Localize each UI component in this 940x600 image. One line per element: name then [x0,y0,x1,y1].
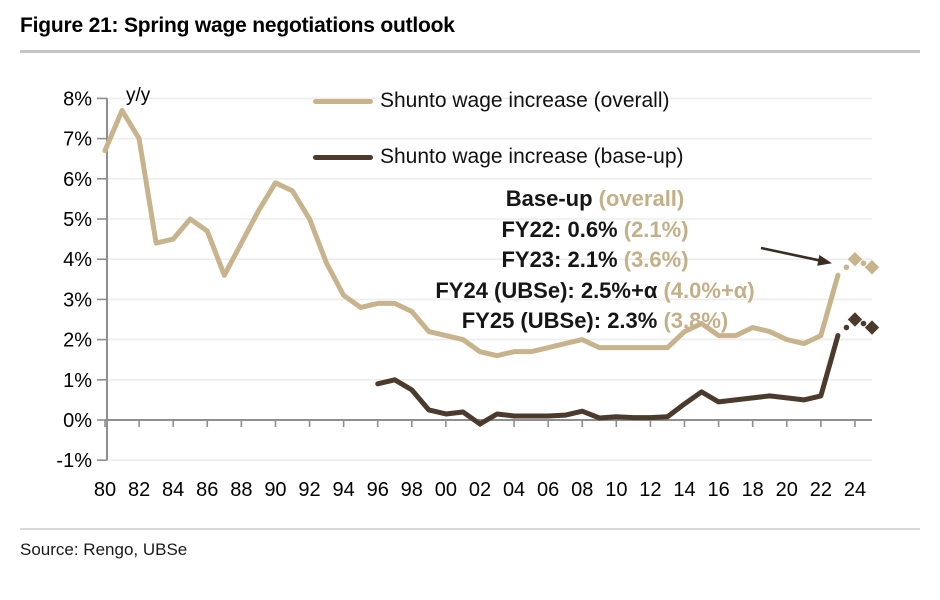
legend-label-baseup: Shunto wage increase (base-up) [380,145,684,168]
annotation-arrow-head [817,255,832,266]
x-tick-label-10: 10 [605,479,627,501]
estimate-diamond-overall-2025 [864,260,880,275]
estimate-diamond-baseup-2025 [864,320,880,335]
x-tick-label-18: 18 [742,479,764,501]
estimate-dot-baseup [843,324,850,331]
series-line-baseup [375,333,841,427]
x-tick-label-02: 02 [469,479,491,501]
annotation-line-fy22: FY22: 0.6% (2.1%) [501,216,689,242]
annotation-line-header: Base-up (overall) [505,186,685,211]
y-tick-label-4%: 4% [63,249,92,271]
y-tick-label-8%: 8% [63,88,92,110]
legend-item-overall: Shunto wage increase (overall) [313,89,670,113]
title-divider [20,50,920,53]
x-tick-label-80: 80 [94,479,116,501]
x-tick-label-00: 00 [435,479,457,501]
source-note: Source: Rengo, UBSe [20,540,188,559]
y-axis-unit-label: y/y [126,85,151,106]
x-tick-label-96: 96 [367,479,389,501]
x-tick-label-84: 84 [162,479,184,501]
x-tick-label-04: 04 [503,479,525,501]
estimate-dot-overall [860,260,867,267]
estimate-dot-overall [843,264,850,271]
y-tick-label-6%: 6% [63,169,92,191]
x-tick-label-16: 16 [707,479,729,501]
y-tick-label-3%: 3% [63,289,92,311]
y-tick-label-2%: 2% [63,330,92,352]
annotation-line-fy25: FY25 (UBSe): 2.3% (3.8%) [461,308,729,334]
x-tick-label-12: 12 [639,479,661,501]
annotation-line-fy24: FY24 (UBSe): 2.5%+α (4.0%+α) [435,277,755,303]
y-tick-label-5%: 5% [63,209,92,231]
figure-title: Figure 21: Spring wage negotiations outl… [20,14,455,37]
x-tick-label-92: 92 [298,479,320,501]
y-tick-label-1%: 1% [63,370,92,392]
estimate-diamond-baseup-2024 [847,312,863,327]
x-tick-label-20: 20 [776,479,798,501]
y-tick-label--1%: -1% [56,450,92,472]
x-tick-label-22: 22 [810,479,832,501]
x-tick-label-94: 94 [332,479,354,501]
legend-item-baseup: Shunto wage increase (base-up) [313,145,684,169]
annotation-arrow-shaft [760,246,820,262]
x-tick-label-88: 88 [230,479,252,501]
series-line-overall [102,107,841,359]
annotation-line-fy23: FY23: 2.1% (3.6%) [501,247,689,273]
forecast-annotation: Base-up (overall) FY22: 0.6% (2.1%) FY23… [315,184,875,337]
x-tick-label-06: 06 [537,479,559,501]
x-tick-label-90: 90 [264,479,286,501]
x-tick-label-86: 86 [196,479,218,501]
estimate-diamond-overall-2024 [847,252,863,267]
x-tick-label-24: 24 [844,479,866,501]
estimate-dot-baseup [860,320,867,327]
x-tick-label-14: 14 [673,479,695,501]
baseup-line-swatch [313,154,373,160]
footer-divider [20,528,920,530]
y-tick-label-0%: 0% [63,410,92,432]
x-tick-label-98: 98 [401,479,423,501]
overall-line-swatch [313,98,373,104]
x-tick-label-82: 82 [128,479,150,501]
legend-label-overall: Shunto wage increase (overall) [380,89,670,112]
y-tick-label-7%: 7% [63,129,92,151]
x-tick-label-08: 08 [571,479,593,501]
